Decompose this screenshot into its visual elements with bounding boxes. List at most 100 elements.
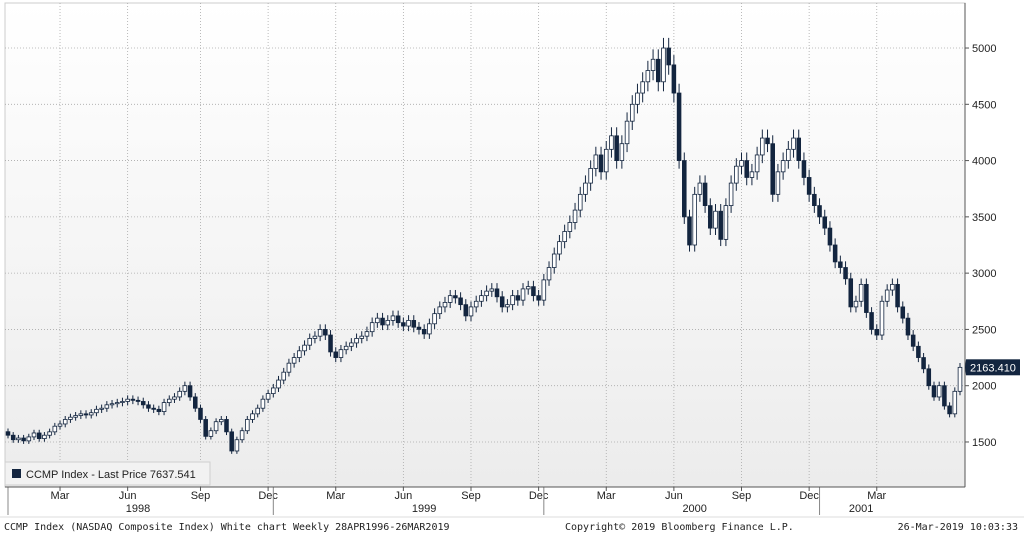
candle-body <box>770 143 775 195</box>
legend-swatch <box>12 469 21 478</box>
candle-body <box>213 421 219 432</box>
grid-lines <box>5 3 965 487</box>
candle-body <box>395 315 401 324</box>
candle-body <box>281 371 286 381</box>
candle-body <box>739 160 744 167</box>
candle-body <box>479 295 484 302</box>
candle-body <box>146 404 151 409</box>
candle-body <box>900 306 906 319</box>
candle-body <box>723 205 729 240</box>
candle-body <box>541 279 547 301</box>
candle-body <box>874 329 880 336</box>
candle-body <box>624 120 630 145</box>
candle-body <box>687 216 692 246</box>
candle-body <box>791 137 796 150</box>
candle-body <box>838 261 843 268</box>
candle-body <box>786 148 791 161</box>
candle-body <box>926 368 932 387</box>
x-tick-label: Jun <box>665 490 683 502</box>
candle-body <box>276 379 281 389</box>
candle-body <box>343 345 349 351</box>
y-tick-label: 1500 <box>972 437 996 449</box>
candle-body <box>88 412 94 416</box>
candles <box>5 37 963 454</box>
candle-body <box>114 402 120 405</box>
candle-body <box>380 317 385 326</box>
candle-body <box>338 349 344 358</box>
candle-body <box>317 329 323 337</box>
candle-body <box>411 320 417 328</box>
candle-body <box>895 283 900 308</box>
x-tick-label: Dec <box>529 490 549 502</box>
candle-body <box>780 160 786 173</box>
candle-body <box>817 205 822 218</box>
candle-body <box>16 437 21 441</box>
candle-body <box>682 160 687 218</box>
candle-body <box>437 306 443 315</box>
legend: CCMP Index - Last Price 7637.541 <box>4 461 211 486</box>
candle-body <box>10 434 16 441</box>
candle-body <box>187 385 193 398</box>
candle-body <box>177 390 182 398</box>
candle-body <box>208 430 214 437</box>
candle-body <box>109 403 115 406</box>
candle-body <box>312 335 318 339</box>
candle-body <box>494 288 500 298</box>
candle-body <box>692 193 697 246</box>
candle-body <box>255 407 260 415</box>
candle-body <box>822 216 828 229</box>
legend-label: CCMP Index - Last Price 7637.541 <box>26 469 196 481</box>
candle-body <box>239 430 245 441</box>
candle-body <box>957 366 963 392</box>
candle-body <box>697 182 703 195</box>
plot-background <box>4 2 966 488</box>
candle-body <box>931 385 937 398</box>
candle-body <box>234 439 240 452</box>
candle-body <box>47 431 52 436</box>
footer-timestamp: 26-Mar-2019 10:03:33 <box>898 522 1018 533</box>
x-year-label: 1999 <box>412 503 436 515</box>
candle-body <box>635 92 640 105</box>
y-tick-label: 2000 <box>972 381 996 393</box>
candle-body <box>609 135 614 150</box>
candle-body <box>676 92 682 161</box>
candle-body <box>385 320 391 326</box>
candle-body <box>848 278 854 308</box>
candle-body <box>796 137 802 161</box>
candle-body <box>489 288 495 292</box>
x-tick-label: Sep <box>461 490 481 502</box>
candle-body <box>858 283 864 302</box>
candle-body <box>291 357 297 364</box>
candle-body <box>323 329 328 336</box>
candle-body <box>864 283 869 313</box>
candle-body <box>151 407 156 410</box>
candle-body <box>593 154 599 169</box>
candle-body <box>182 385 188 392</box>
candle-body <box>936 385 942 398</box>
candle-body <box>307 338 312 346</box>
candle-body <box>369 322 375 333</box>
candle-body <box>884 289 890 302</box>
candle-body <box>198 407 203 420</box>
candle-body <box>583 182 588 195</box>
candle-body <box>708 205 713 229</box>
candle-body <box>650 58 656 71</box>
candle-body <box>432 313 437 325</box>
candle-body <box>21 437 26 442</box>
x-year-label: 2001 <box>849 503 873 515</box>
candle-body <box>473 300 479 308</box>
x-tick-label: Jun <box>394 490 412 502</box>
candle-body <box>890 283 895 291</box>
candle-body <box>62 419 68 425</box>
x-tick-label: Mar <box>326 490 345 502</box>
candle-body <box>536 295 541 301</box>
candle-body <box>843 267 848 280</box>
candle-body <box>801 160 807 178</box>
candle-body <box>120 401 125 403</box>
candle-body <box>166 398 172 403</box>
candle-body <box>468 306 474 317</box>
candle-body <box>250 413 255 420</box>
candle-body <box>869 312 874 330</box>
x-year-label: 1998 <box>126 503 150 515</box>
